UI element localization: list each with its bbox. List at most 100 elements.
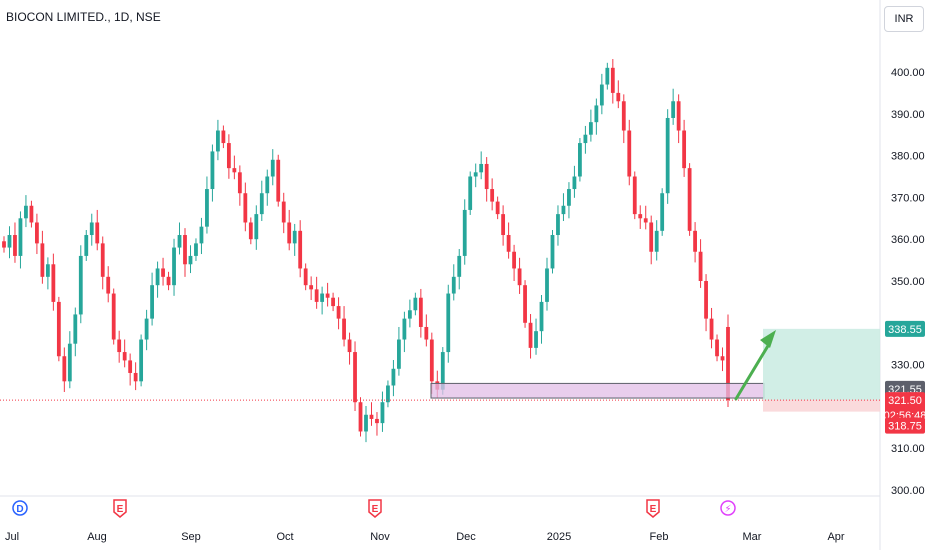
candle-body bbox=[320, 293, 325, 302]
candle-body bbox=[18, 218, 23, 256]
candle-body bbox=[704, 281, 708, 319]
candle-body bbox=[221, 130, 226, 144]
dividend-icon-glyph: D bbox=[16, 504, 23, 515]
candle-body bbox=[45, 264, 50, 277]
candle-body bbox=[2, 241, 6, 248]
candle-body bbox=[528, 322, 533, 348]
candle-body bbox=[517, 268, 522, 286]
candle-body bbox=[594, 105, 599, 123]
candle-body bbox=[446, 293, 451, 353]
candle-body bbox=[402, 318, 407, 340]
candle-body bbox=[216, 130, 220, 152]
x-tick-label: Nov bbox=[370, 531, 390, 543]
candle-body bbox=[654, 230, 659, 252]
candle-body bbox=[35, 222, 39, 244]
candle-body bbox=[265, 176, 270, 194]
candle-body bbox=[29, 205, 34, 223]
x-tick-label: Oct bbox=[276, 531, 293, 543]
candle-body bbox=[7, 235, 12, 248]
candle-body bbox=[303, 268, 308, 286]
x-tick-label: Mar bbox=[743, 531, 762, 543]
candle-body bbox=[418, 297, 423, 327]
candle-body bbox=[314, 289, 319, 302]
candle-body bbox=[468, 176, 473, 210]
candle-body bbox=[177, 235, 182, 248]
candle-body bbox=[172, 247, 176, 286]
candle-body bbox=[51, 264, 56, 302]
candle-body bbox=[490, 189, 495, 202]
candle-body bbox=[78, 255, 83, 315]
candle-body bbox=[632, 176, 637, 215]
candle-body bbox=[276, 159, 281, 202]
candle-body bbox=[380, 402, 385, 424]
arrow-head bbox=[760, 330, 776, 348]
candle-body bbox=[270, 159, 275, 177]
x-tick-label: Feb bbox=[650, 531, 669, 543]
earnings-icon[interactable] bbox=[113, 499, 127, 518]
candle-body bbox=[150, 285, 154, 319]
candle-body bbox=[325, 293, 330, 298]
candle-body bbox=[671, 101, 676, 118]
earnings-icon-glyph: E bbox=[117, 504, 124, 515]
x-tick-label: Sep bbox=[181, 531, 201, 543]
dividend-icon[interactable] bbox=[12, 500, 28, 516]
candle-body bbox=[89, 222, 94, 236]
y-tick-label: 370.00 bbox=[891, 192, 925, 204]
candle-body bbox=[254, 214, 259, 240]
candle-body bbox=[281, 201, 286, 223]
candle-body bbox=[391, 368, 396, 386]
candle-body bbox=[67, 343, 72, 382]
support-zone-box[interactable] bbox=[430, 382, 765, 399]
candle-body bbox=[720, 356, 725, 361]
price-badge-last bbox=[885, 392, 925, 425]
candle-body bbox=[364, 414, 368, 432]
position-stop-zone[interactable] bbox=[763, 399, 880, 412]
candle-body bbox=[605, 67, 610, 85]
candle-body bbox=[534, 331, 538, 348]
currency-button[interactable]: INR bbox=[884, 6, 924, 32]
y-tick-label: 350.00 bbox=[891, 276, 925, 288]
candle-body bbox=[259, 193, 264, 215]
candle-body bbox=[479, 163, 484, 173]
candle-body bbox=[407, 310, 412, 319]
price-label-last: 321.50 bbox=[888, 395, 922, 407]
candle-body bbox=[183, 235, 187, 265]
candle-body bbox=[512, 251, 516, 269]
candle-body bbox=[358, 402, 363, 432]
candle-body bbox=[117, 339, 122, 353]
candle-body bbox=[199, 226, 204, 244]
candle-body bbox=[375, 418, 379, 424]
candle-body bbox=[539, 301, 544, 332]
position-target-zone[interactable] bbox=[763, 328, 880, 400]
candle-body bbox=[567, 189, 571, 206]
candle-body bbox=[13, 235, 17, 256]
candle-body bbox=[561, 205, 566, 215]
earnings-icon[interactable] bbox=[646, 499, 660, 518]
x-tick-label: Jul bbox=[5, 531, 19, 543]
candle-body bbox=[84, 235, 89, 256]
candle-body bbox=[166, 276, 171, 286]
candle-body bbox=[440, 352, 445, 390]
candle-body bbox=[397, 339, 401, 369]
candle-body bbox=[462, 209, 467, 256]
candle-body bbox=[342, 318, 346, 340]
candle-body bbox=[545, 268, 549, 302]
split-icon[interactable] bbox=[720, 500, 736, 516]
price-label-target: 338.55 bbox=[888, 324, 922, 336]
earnings-icon-glyph: E bbox=[650, 504, 657, 515]
candle-body bbox=[243, 193, 248, 223]
candle-body bbox=[100, 243, 105, 277]
earnings-icon[interactable] bbox=[368, 499, 382, 518]
y-tick-label: 360.00 bbox=[891, 234, 925, 246]
candle-body bbox=[161, 268, 165, 277]
candle-body bbox=[248, 222, 253, 240]
candle-body bbox=[106, 276, 111, 294]
candle-body bbox=[693, 230, 697, 252]
candle-body bbox=[429, 339, 434, 382]
candle-body bbox=[194, 243, 198, 256]
candle-body bbox=[95, 222, 100, 244]
price-badge-target bbox=[885, 320, 925, 337]
candle-body bbox=[73, 314, 78, 344]
earnings-icon-glyph: E bbox=[372, 504, 379, 515]
